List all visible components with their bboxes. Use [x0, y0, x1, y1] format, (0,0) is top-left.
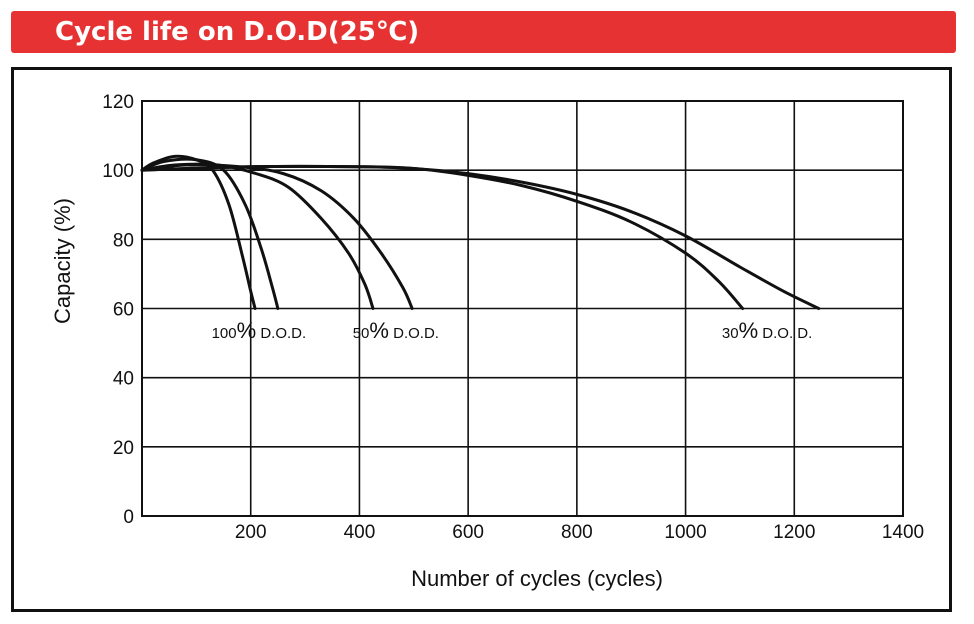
grid-layer: [141, 100, 904, 517]
y-tick-label-120: 120: [102, 92, 134, 113]
title-banner: Cycle life on D.O.D(25℃): [11, 11, 956, 53]
series-line-2: [140, 157, 280, 310]
y-tick-label-100: 100: [102, 161, 134, 182]
y-axis-title: Capacity (%): [50, 198, 75, 324]
x-tick-label-200: 200: [235, 522, 267, 543]
dod-label-2: 50% D.O.D.: [353, 318, 439, 343]
dod-label-1: 100% D.O.D.: [212, 318, 307, 343]
y-tick-label-0: 0: [123, 507, 134, 528]
tick-layer: 0 20 40 60 80 100 120 200 400 600 800 1000 1200 1400: [102, 92, 924, 543]
y-tick-label-40: 40: [113, 369, 134, 390]
x-tick-label-600: 600: [452, 522, 484, 543]
x-tick-label-400: 400: [344, 522, 376, 543]
series-layer: [140, 154, 821, 310]
series-line-1: [140, 154, 257, 310]
y-tick-label-80: 80: [113, 230, 134, 251]
x-tick-label-1400: 1400: [882, 522, 924, 543]
x-tick-label-1000: 1000: [664, 522, 706, 543]
series-line-6: [140, 164, 821, 310]
y-tick-label-20: 20: [113, 438, 134, 459]
dod-label-3: 30% D.O. D.: [722, 318, 812, 343]
chart-title: Cycle life on D.O.D(25℃): [55, 17, 420, 47]
label-layer: 100% D.O.D. 50% D.O.D. 30% D.O. D.: [212, 318, 813, 343]
series-line-4: [140, 163, 414, 310]
chart-frame: [11, 67, 952, 612]
x-axis-title: Number of cycles (cycles): [411, 566, 663, 591]
x-tick-label-800: 800: [561, 522, 593, 543]
series-line-5: [140, 164, 745, 310]
x-tick-label-1200: 1200: [773, 522, 815, 543]
y-tick-label-60: 60: [113, 300, 134, 321]
